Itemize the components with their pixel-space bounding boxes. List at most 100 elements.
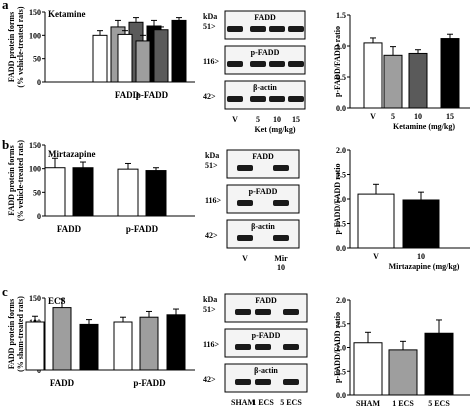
panel-c-right-bar xyxy=(424,332,454,396)
panel-a-lane-label: 15 xyxy=(292,115,300,124)
panel-a-band xyxy=(227,26,243,32)
panel-b-left-bar xyxy=(44,167,66,217)
panel-b-lane-label: Mir xyxy=(274,254,288,263)
panel-c-blot-label: FADD xyxy=(255,296,277,305)
panel-a-band xyxy=(269,26,285,32)
panel-c-left-bar xyxy=(79,323,99,371)
panel-a-blot-label: FADD xyxy=(254,13,276,22)
panel-c-band xyxy=(235,379,251,385)
panel-b-left-tick-label: 150 xyxy=(29,141,41,150)
panel-b-band xyxy=(237,165,253,171)
panel-b-blot-frame xyxy=(226,219,300,249)
panel-c-ylabel-2: (% sham-treated rats) xyxy=(16,296,25,372)
panel-b-left-tick-label: 100 xyxy=(29,165,41,174)
panel-a-band xyxy=(288,26,304,32)
panel-b-blot-label: β-actin xyxy=(251,222,275,231)
panel-b-ylabel-1: FADD protein forms xyxy=(7,145,16,215)
panel-b-right-bar xyxy=(402,199,440,249)
panel-c-group-label-pfadd: p-FADD xyxy=(133,378,166,388)
panel-b-kda-marker: 51> xyxy=(205,161,218,170)
panel-b-blot-label: p-FADD xyxy=(249,187,278,196)
panel-c-right-tick-label: 0.5 xyxy=(336,367,346,376)
panel-c-band xyxy=(255,309,271,315)
panel-a-band xyxy=(288,61,304,67)
panel-a-blot-frame xyxy=(224,10,306,40)
panel-a-letter: a xyxy=(2,0,9,12)
panel-b-ratio-ylabel: p-FADD/FADD ratio xyxy=(333,163,342,234)
panel-a-lane-label: 5 xyxy=(256,115,260,124)
panel-c-lane-label: 5 ECS xyxy=(280,398,302,407)
panel-c-right-tick-label: 2.0 xyxy=(336,296,346,305)
panel-a-kda-marker: 42> xyxy=(203,92,216,101)
panel-c-right-tick-label: 0.0 xyxy=(336,391,346,400)
panel-a-blot-frame xyxy=(224,80,306,110)
panel-a-band xyxy=(227,61,243,67)
panel-c-band xyxy=(255,379,271,385)
panel-a-band xyxy=(227,96,243,102)
panel-a-lane-label: V xyxy=(232,115,238,124)
panel-a-group-label-fadd: FADD xyxy=(115,90,140,100)
panel-b-right-bar xyxy=(357,193,395,249)
panel-a-ratio-ylabel: p-FADD/FADD ratio xyxy=(333,26,342,97)
panel-c-left-bar xyxy=(25,321,45,371)
panel-b-kda-marker: 42> xyxy=(205,231,218,240)
panel-c-ylabel-1: FADD protein forms xyxy=(7,299,16,369)
panel-c-drug-label: ECS xyxy=(48,296,66,306)
panel-c-band xyxy=(255,344,271,350)
panel-b-group-label-pfadd: p-FADD xyxy=(126,224,159,234)
panel-b-left-bar xyxy=(145,170,167,217)
panel-b-blot-label: FADD xyxy=(252,152,274,161)
panel-c-left-bar xyxy=(166,314,186,371)
panel-a-right-tick-label: 1.5 xyxy=(336,11,346,20)
panel-a-ratio-category: V xyxy=(370,112,376,121)
panel-c-right-bar xyxy=(353,342,383,396)
panel-a-right-tick-label: 0.5 xyxy=(336,73,346,82)
panel-c-band xyxy=(283,309,299,315)
panel-c-ratio-category: 1 ECS xyxy=(392,399,414,408)
panel-a-lane-footer: Ket (mg/kg) xyxy=(254,125,295,134)
panel-b-lane-label: V xyxy=(242,254,248,263)
panel-a-blot-label: p-FADD xyxy=(251,48,280,57)
panel-b-kda-header: kDa xyxy=(205,151,219,160)
panel-a-right-bar xyxy=(383,54,403,109)
panel-a-left-tick-label: 0 xyxy=(37,78,41,87)
panel-b-band xyxy=(237,200,253,206)
panel-a-ratio-category: 10 xyxy=(414,112,422,121)
panel-a-left-bar xyxy=(92,34,108,83)
panel-a-kda-header: kDa xyxy=(203,12,217,21)
panel-b-ratio-xlabel: Mirtazapine (mg/kg) xyxy=(389,262,460,271)
panel-b-band xyxy=(273,200,289,206)
panel-a-group-label-pfadd: p-FADD xyxy=(136,90,169,100)
panel-b-left-bar xyxy=(72,167,94,217)
panel-a-significance: * xyxy=(180,21,186,35)
panel-a-right-bar xyxy=(363,42,383,109)
panel-b-right-tick-label: 0.5 xyxy=(336,220,346,229)
panel-c-blot-label: p-FADD xyxy=(252,331,281,340)
panel-a-kda-marker: 51> xyxy=(203,22,216,31)
panel-a-right-tick-label: 0.0 xyxy=(336,104,346,113)
panel-c-right-tick-label: 1.0 xyxy=(336,344,346,353)
panel-c-lane-label: SHAM xyxy=(231,398,255,407)
panel-c-lane-label: 1 ECS xyxy=(252,398,274,407)
panel-c-blot-frame xyxy=(224,293,308,323)
panel-a-ratio-category: 5 xyxy=(391,112,395,121)
panel-a-band xyxy=(269,61,285,67)
panel-b-ratio-category: 10 xyxy=(417,252,425,261)
panel-b-ratio-category: V xyxy=(373,252,379,261)
panel-b-band xyxy=(273,235,289,241)
panel-a-ylabel-2: (% vehicle-treated rats) xyxy=(16,6,25,87)
panel-a-left-tick-label: 150 xyxy=(29,8,41,17)
panel-b-ylabel-2: (% vehicle-treated rats) xyxy=(16,140,25,221)
panel-b-right-tick-label: 2.0 xyxy=(336,146,346,155)
panel-a-band xyxy=(288,96,304,102)
panel-a-band xyxy=(269,96,285,102)
panel-a-band xyxy=(250,26,266,32)
panel-a-right-bar xyxy=(408,52,428,109)
panel-b-left-tick-label: 50 xyxy=(33,188,41,197)
panel-b-right-tick-label: 1.5 xyxy=(336,171,346,180)
panel-b-left-bar xyxy=(117,168,139,217)
panel-c-kda-marker: 42> xyxy=(203,375,216,384)
panel-b-blot-frame xyxy=(226,184,300,214)
panel-a-left-tick-label: 50 xyxy=(33,55,41,64)
